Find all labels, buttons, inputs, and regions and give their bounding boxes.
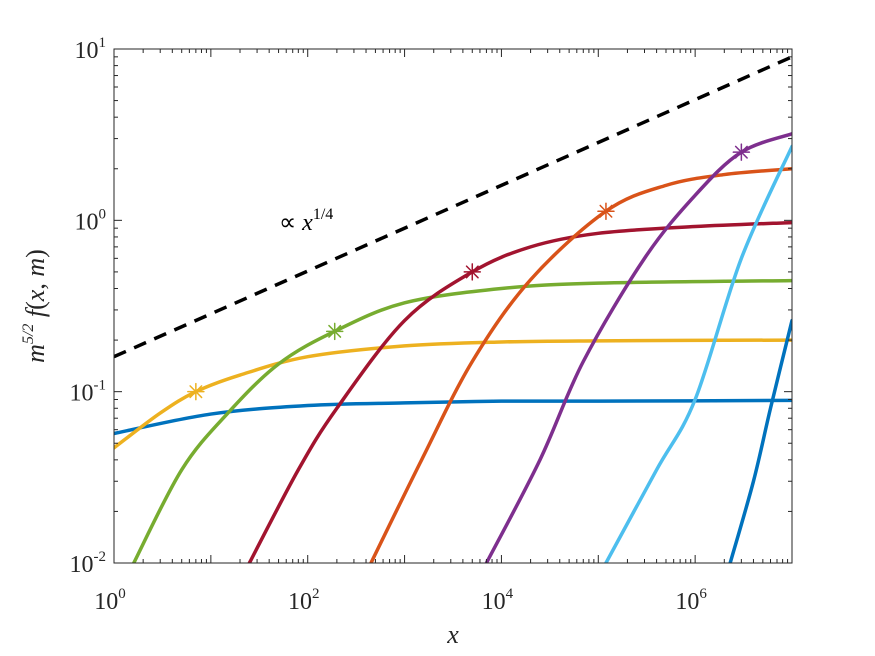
reference-line-label-exp: 1/4: [313, 206, 333, 223]
y-tick-label-3: 100: [75, 206, 107, 235]
x-axis-label: x: [446, 620, 459, 649]
y-tick-label-1: 10-2: [70, 549, 107, 578]
series-line-8: [728, 318, 792, 563]
y-tick-label-4: 101: [75, 35, 107, 64]
series-line-2: [114, 338, 792, 450]
plot-area: [114, 49, 792, 563]
series-marker-6: [732, 143, 751, 161]
series-line-7: [604, 144, 792, 563]
y-tick-label-2: 10-1: [70, 378, 107, 407]
reference-line: [114, 55, 792, 359]
series-marker-3: [325, 322, 344, 341]
x-tick-label-1: 100: [94, 586, 126, 615]
series-line-3: [132, 278, 792, 563]
plot-frame: [113, 48, 793, 564]
series-line-1: [114, 398, 792, 436]
x-tick-label-4: 106: [675, 586, 707, 615]
series-marker-4: [463, 263, 482, 281]
y-axis-label: m5/2 f(x, m): [20, 249, 50, 363]
x-tick-label-3: 104: [482, 586, 514, 615]
series-line-5: [369, 167, 792, 563]
series-marker-2: [187, 382, 205, 401]
series-line-6: [484, 132, 792, 563]
series-marker-5: [597, 202, 615, 220]
x-tick-label-2: 102: [288, 586, 320, 615]
y-axis-label-exp: 5/2: [20, 324, 37, 344]
reference-line-label: ∝ x1/4: [279, 206, 333, 236]
